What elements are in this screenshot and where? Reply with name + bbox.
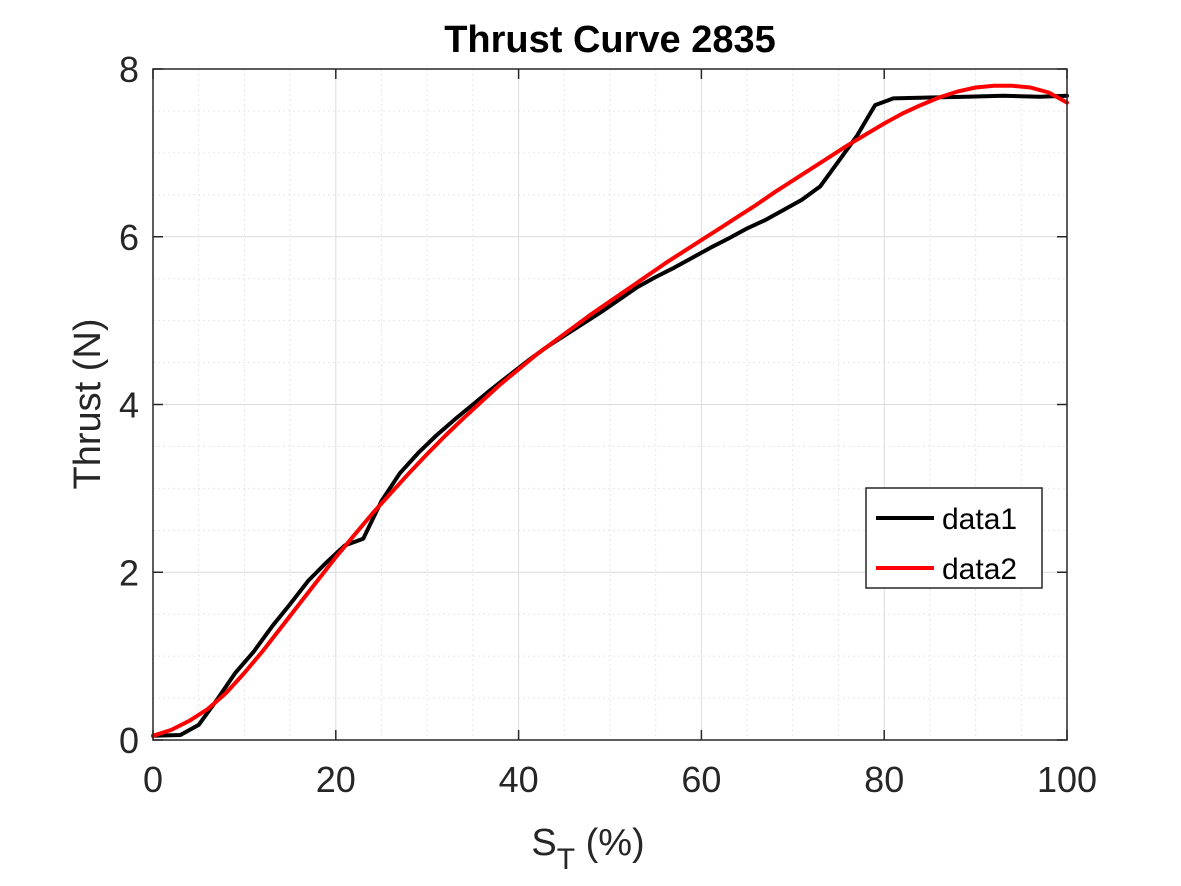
x-axis-label-subscript: T xyxy=(557,843,575,876)
x-axis-label-main: S xyxy=(531,822,556,864)
y-tick-label: 8 xyxy=(119,49,139,90)
y-tick-label: 4 xyxy=(119,385,139,426)
x-tick-label: 0 xyxy=(143,759,163,800)
y-axis-label: Thrust (N) xyxy=(67,319,109,490)
legend-label-data2: data2 xyxy=(942,553,1017,586)
x-tick-label: 100 xyxy=(1037,759,1097,800)
y-tick-label: 2 xyxy=(119,552,139,593)
x-axis-label: ST (%) xyxy=(531,822,644,876)
legend: data1 data2 xyxy=(865,487,1043,589)
y-tick-label: 6 xyxy=(119,217,139,258)
legend-label-data1: data1 xyxy=(942,503,1017,536)
x-tick-label: 40 xyxy=(499,759,539,800)
chart-title: Thrust Curve 2835 xyxy=(444,19,776,61)
ticks-layer: 0 20 40 60 80 100 0 2 4 6 8 xyxy=(119,49,1097,800)
series-layer xyxy=(151,83,1069,738)
y-tick-label: 0 xyxy=(119,720,139,761)
x-tick-label: 60 xyxy=(681,759,721,800)
x-tick-label: 20 xyxy=(316,759,356,800)
x-axis-label-suffix: (%) xyxy=(575,822,645,864)
x-tick-label: 80 xyxy=(864,759,904,800)
series-line-data1 xyxy=(151,93,1069,738)
series-line-data2 xyxy=(151,83,1069,738)
legend-box xyxy=(865,487,1043,589)
